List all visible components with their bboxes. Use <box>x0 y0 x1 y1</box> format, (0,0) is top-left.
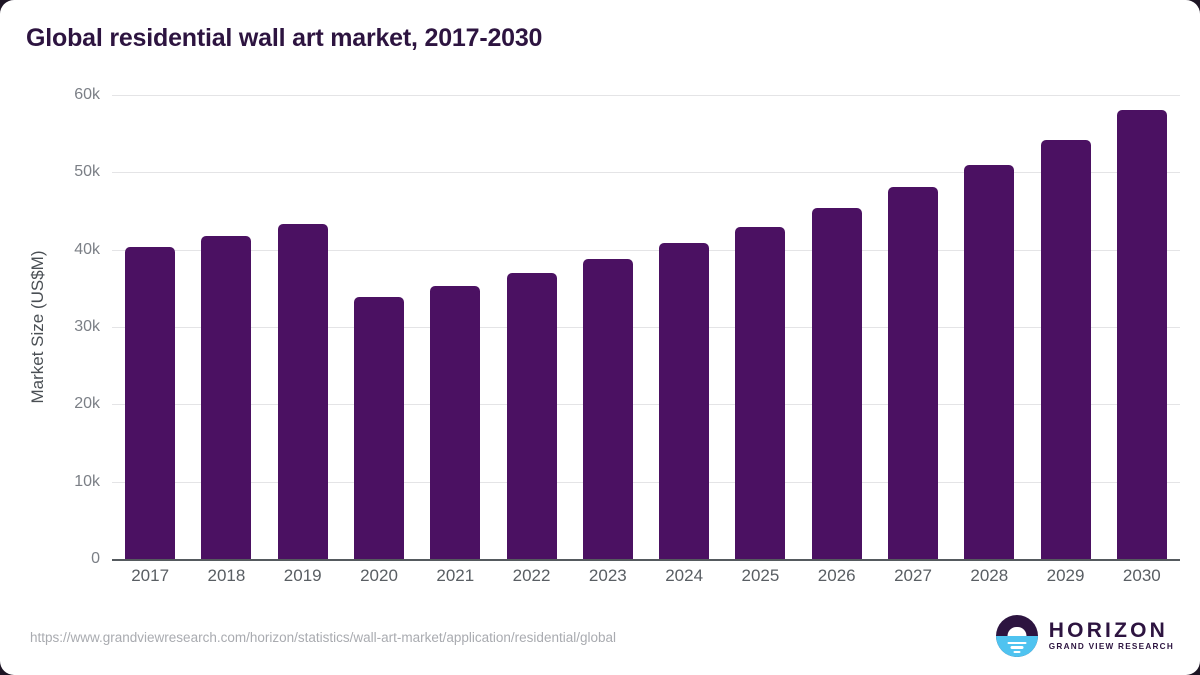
bar-2018[interactable] <box>201 235 252 559</box>
bar-2023[interactable] <box>582 258 633 559</box>
x-tick-label-2023: 2023 <box>588 566 627 585</box>
bar-2017[interactable] <box>125 247 176 559</box>
plot-area <box>112 95 1180 561</box>
bar-2028[interactable] <box>964 164 1015 559</box>
x-tick-label-2019: 2019 <box>283 566 322 585</box>
y-tick-label: 0 <box>91 550 100 567</box>
bar-series <box>112 95 1180 559</box>
x-axis-line <box>112 559 1180 561</box>
logo-wordmark: HORIZON <box>1048 619 1169 643</box>
y-tick-label: 20k <box>74 395 100 413</box>
x-tick-label-2028: 2028 <box>970 566 1009 585</box>
x-axis-tick-labels: 2017 2018 2019 2020 2021 2022 2023 2024 2025 2026… <box>112 566 1180 596</box>
bar-2022[interactable] <box>506 272 557 559</box>
x-tick-label-2018: 2018 <box>207 566 246 585</box>
gridline <box>112 95 1180 96</box>
gridline <box>112 404 1180 406</box>
bar-2021[interactable] <box>430 286 481 559</box>
x-tick-label-2027: 2027 <box>894 566 932 585</box>
page-title: Global residential wall art market, 2017… <box>26 24 543 52</box>
bar-2024[interactable] <box>659 242 710 559</box>
x-tick-label-2017: 2017 <box>131 566 170 585</box>
brand-logo: HORIZON GRAND VIEW RESEARCH <box>995 615 1174 657</box>
y-tick-label: 60k <box>74 86 100 103</box>
bar-2020[interactable] <box>354 296 404 559</box>
x-tick-label-2030: 2030 <box>1122 566 1161 585</box>
x-tick-label-2026: 2026 <box>817 566 856 585</box>
logo-tagline: GRAND VIEW RESEARCH <box>1048 642 1174 652</box>
gridline <box>112 249 1180 251</box>
y-tick-label: 40k <box>74 240 100 258</box>
bar-2025[interactable] <box>735 227 786 559</box>
gridline <box>112 172 1180 174</box>
gridline <box>112 481 1180 483</box>
x-tick-label-2024: 2024 <box>665 566 704 585</box>
x-tick-label-2021: 2021 <box>436 566 475 585</box>
y-tick-label: 30k <box>74 318 100 335</box>
bar-2019[interactable] <box>277 224 328 559</box>
bar-2029[interactable] <box>1040 139 1091 559</box>
bar-2027[interactable] <box>888 187 938 559</box>
horizon-sunrise-icon <box>995 615 1038 657</box>
x-tick-label-2020: 2020 <box>360 566 398 585</box>
source-url[interactable]: https://www.grandviewresearch.com/horizo… <box>30 630 616 645</box>
bar-2026[interactable] <box>811 207 862 559</box>
y-tick-label: 50k <box>74 163 100 181</box>
y-axis-tick-labels: 0 10k 20k 30k 40k 50k 60k <box>38 86 100 567</box>
bar-2030[interactable] <box>1116 110 1167 559</box>
gridline <box>112 327 1180 328</box>
x-tick-label-2022: 2022 <box>512 566 551 585</box>
x-tick-label-2029: 2029 <box>1046 566 1085 585</box>
y-tick-label: 10k <box>74 472 100 490</box>
x-tick-label-2025: 2025 <box>741 566 780 585</box>
